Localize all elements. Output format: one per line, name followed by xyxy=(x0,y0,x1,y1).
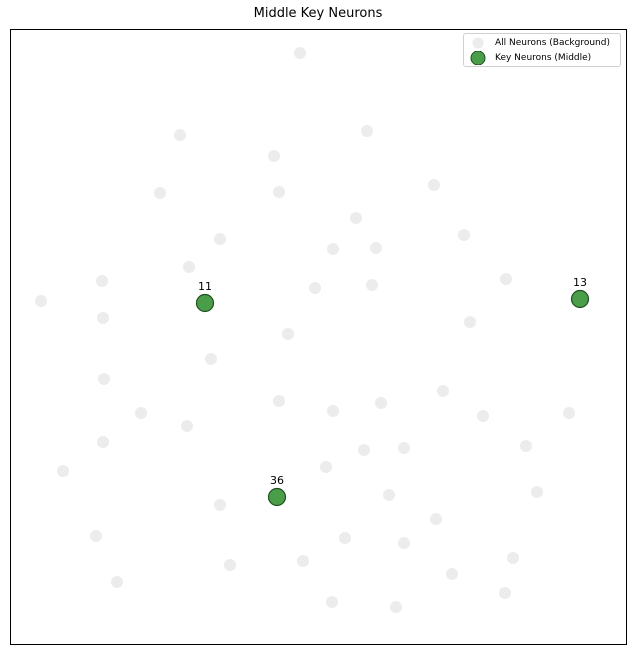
background-neuron-point xyxy=(183,261,195,273)
background-neuron-point xyxy=(135,407,147,419)
background-points-layer xyxy=(35,47,575,613)
legend-label-key: Key Neurons (Middle) xyxy=(495,53,592,63)
background-neuron-point xyxy=(297,555,309,567)
background-neuron-point xyxy=(214,499,226,511)
background-neuron-point xyxy=(97,312,109,324)
key-points-layer xyxy=(195,289,590,507)
background-neuron-point xyxy=(531,486,543,498)
key-neuron-label-13: 13 xyxy=(573,276,587,289)
background-neuron-point xyxy=(464,316,476,328)
background-neuron-point xyxy=(268,150,280,162)
key-neuron-label-36: 36 xyxy=(270,474,284,487)
background-neuron-point xyxy=(366,279,378,291)
background-neuron-point xyxy=(500,273,512,285)
background-neuron-point xyxy=(214,233,226,245)
background-neuron-point xyxy=(398,537,410,549)
background-neuron-point xyxy=(437,385,449,397)
background-neuron-point xyxy=(520,440,532,452)
background-neuron-point xyxy=(390,601,402,613)
key-neuron-point-13 xyxy=(570,289,590,309)
background-neuron-point xyxy=(446,568,458,580)
background-neuron-point xyxy=(430,513,442,525)
background-neuron-point xyxy=(98,373,110,385)
background-neuron-point xyxy=(294,47,306,59)
background-neuron-point xyxy=(458,229,470,241)
background-neuron-point xyxy=(181,420,193,432)
background-neuron-point xyxy=(339,532,351,544)
background-neuron-point xyxy=(205,353,217,365)
background-neuron-point xyxy=(507,552,519,564)
background-neuron-point xyxy=(327,405,339,417)
chart-title: Middle Key Neurons xyxy=(253,6,383,21)
plot-frame xyxy=(10,29,627,645)
background-neuron-point xyxy=(174,129,186,141)
background-neuron-point xyxy=(370,242,382,254)
background-neuron-point xyxy=(35,295,47,307)
legend-marker-background xyxy=(472,37,484,49)
background-neuron-point xyxy=(398,442,410,454)
background-neuron-point xyxy=(320,461,332,473)
background-neuron-point xyxy=(57,465,69,477)
background-neuron-point xyxy=(273,186,285,198)
key-point-labels-layer: 11 13 36 xyxy=(198,276,587,487)
legend-marker-key xyxy=(470,51,486,65)
background-neuron-point xyxy=(350,212,362,224)
background-neuron-point xyxy=(154,187,166,199)
background-neuron-point xyxy=(327,243,339,255)
background-neuron-point xyxy=(111,576,123,588)
background-neuron-point xyxy=(361,125,373,137)
key-neuron-point-11 xyxy=(195,293,215,313)
background-neuron-point xyxy=(224,559,236,571)
background-neuron-point xyxy=(375,397,387,409)
background-neuron-point xyxy=(97,436,109,448)
key-neuron-point-36 xyxy=(267,487,287,507)
background-neuron-point xyxy=(96,275,108,287)
background-neuron-point xyxy=(282,328,294,340)
background-neuron-point xyxy=(326,596,338,608)
background-neuron-point xyxy=(90,530,102,542)
background-neuron-point xyxy=(499,587,511,599)
background-neuron-point xyxy=(383,489,395,501)
legend-label-background: All Neurons (Background) xyxy=(495,38,610,48)
background-neuron-point xyxy=(309,282,321,294)
background-neuron-point xyxy=(428,179,440,191)
chart-legend: All Neurons (Background) Key Neurons (Mi… xyxy=(463,33,621,67)
background-neuron-point xyxy=(358,444,370,456)
background-neuron-point xyxy=(273,395,285,407)
key-neuron-label-11: 11 xyxy=(198,280,212,293)
background-neuron-point xyxy=(563,407,575,419)
background-neuron-point xyxy=(477,410,489,422)
